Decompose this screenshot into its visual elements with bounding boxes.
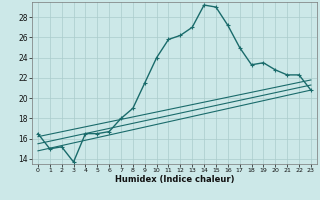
X-axis label: Humidex (Indice chaleur): Humidex (Indice chaleur) <box>115 175 234 184</box>
